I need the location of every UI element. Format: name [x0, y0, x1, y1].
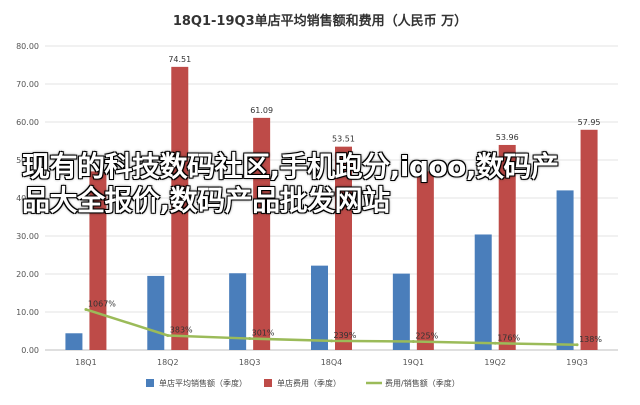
- y-tick-label: 60.00: [16, 118, 39, 127]
- ratio-point: [166, 333, 170, 337]
- ratio-point: [411, 339, 415, 343]
- legend-swatch: [146, 379, 154, 387]
- ratio-point: [84, 307, 88, 311]
- bars: [65, 66, 598, 350]
- x-tick-label: 19Q1: [403, 358, 425, 367]
- bar-cost: [580, 129, 598, 350]
- x-axis-ticks: 18Q1 18Q2 18Q3 18Q4 19Q1 19Q2 19Q3: [75, 358, 588, 367]
- bar-data-label: 57.95: [578, 118, 601, 127]
- bar-cost: [498, 144, 516, 350]
- y-tick-label: 40.00: [16, 194, 39, 203]
- bar-sales: [392, 273, 410, 350]
- ratio-point: [248, 337, 252, 341]
- bar-sales: [229, 273, 247, 350]
- legend-label: 单店平均销售额（季度）: [159, 378, 247, 388]
- bar-sales: [147, 275, 165, 350]
- ratio-data-label: 176%: [497, 333, 520, 342]
- x-tick-label: 19Q3: [566, 358, 588, 367]
- bar-cost: [89, 171, 107, 350]
- bar-sales: [556, 190, 574, 350]
- y-tick-label: 30.00: [16, 232, 39, 241]
- ratio-data-label: 1067%: [88, 299, 116, 308]
- ratio-point: [575, 343, 579, 347]
- x-tick-label: 18Q1: [75, 358, 97, 367]
- bar-data-label: 53.96: [496, 133, 519, 142]
- legend-label: 费用/销售额（季度）: [385, 378, 460, 388]
- bar-data-label: 61.09: [250, 106, 273, 115]
- ratio-data-label: 239%: [334, 331, 357, 340]
- bar-data-label: 53.51: [332, 135, 355, 144]
- bar-data-label: 74.51: [168, 55, 191, 64]
- ratio-data-label: 383%: [170, 325, 193, 334]
- y-tick-label: 70.00: [16, 80, 39, 89]
- ratio-data-label: 225%: [415, 331, 438, 340]
- bar-sales: [311, 265, 328, 350]
- legend-swatch: [264, 379, 272, 387]
- ratio-point: [330, 339, 333, 343]
- y-tick-label: 0.00: [21, 346, 39, 355]
- bar-cost: [335, 146, 352, 350]
- y-tick-label: 20.00: [16, 270, 39, 279]
- y-axis-ticks: 0.00 10.00 20.00 30.00 40.00 50.00 60.00 70.00 8…: [16, 42, 39, 355]
- x-tick-label: 18Q3: [239, 358, 261, 367]
- y-tick-label: 50.00: [16, 156, 39, 165]
- bar-cost: [171, 66, 189, 350]
- bar-cost: [416, 171, 434, 350]
- bar-sales: [65, 333, 83, 350]
- x-tick-label: 18Q4: [321, 358, 343, 367]
- x-tick-label: 19Q2: [484, 358, 506, 367]
- bar-cost: [253, 117, 271, 350]
- chart-title: 18Q1-19Q3单店平均销售额和费用（人民币 万）: [173, 13, 467, 29]
- data-labels: 74.51 61.09 53.51 53.96 57.95 1067% 383% 301% 23…: [88, 55, 602, 344]
- ratio-point: [493, 341, 497, 345]
- legend-label: 单店费用（季度）: [277, 378, 341, 388]
- ratio-data-label: 138%: [579, 335, 602, 344]
- y-tick-label: 10.00: [16, 308, 39, 317]
- y-tick-label: 80.00: [16, 42, 39, 51]
- ratio-line: [84, 307, 579, 347]
- gridlines: [45, 45, 618, 351]
- ratio-data-label: 301%: [252, 329, 275, 338]
- watermark-overlay-text: 现有的科技数码社区,手机跑分,iqoo,数码产品大全报价,数码产品批发网站: [22, 150, 559, 217]
- bar-sales: [474, 234, 492, 350]
- legend: 单店平均销售额（季度） 单店费用（季度） 费用/销售额（季度）: [146, 378, 460, 388]
- x-tick-label: 18Q2: [157, 358, 179, 367]
